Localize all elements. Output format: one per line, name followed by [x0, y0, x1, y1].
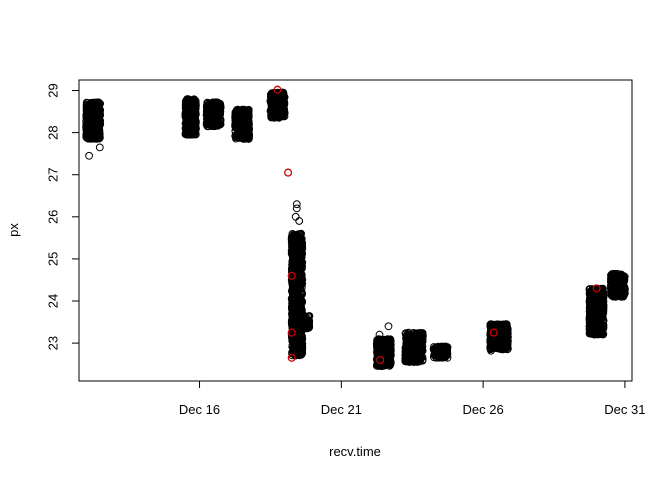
data-point	[185, 114, 193, 123]
data-point	[95, 105, 104, 114]
data-point	[189, 115, 198, 124]
data-point	[207, 112, 216, 121]
data-point	[188, 114, 196, 122]
data-point	[181, 104, 190, 112]
data-point	[242, 119, 251, 128]
data-point	[184, 96, 193, 104]
data-point	[240, 124, 249, 133]
data-point	[239, 106, 248, 115]
data-point	[244, 134, 253, 143]
data-point	[88, 128, 96, 136]
data-point	[184, 130, 193, 138]
data-point	[242, 132, 251, 141]
data-point	[90, 101, 99, 110]
data-point	[243, 108, 252, 116]
data-point	[189, 96, 198, 105]
data-point	[203, 117, 212, 126]
data-point	[87, 111, 96, 120]
data-point	[92, 100, 101, 109]
data-point	[184, 126, 193, 135]
data-point	[202, 120, 211, 129]
data-point	[206, 119, 215, 128]
data-point	[237, 113, 246, 121]
data-point	[211, 101, 220, 110]
data-point	[85, 151, 93, 160]
data-point	[96, 99, 104, 108]
data-point	[82, 107, 91, 115]
data-point	[82, 133, 91, 142]
data-point	[216, 102, 225, 111]
points-layer	[82, 88, 629, 371]
data-point	[188, 106, 197, 115]
data-point	[204, 101, 212, 110]
data-point	[238, 134, 247, 143]
data-point	[95, 143, 104, 152]
data-point	[189, 130, 198, 139]
